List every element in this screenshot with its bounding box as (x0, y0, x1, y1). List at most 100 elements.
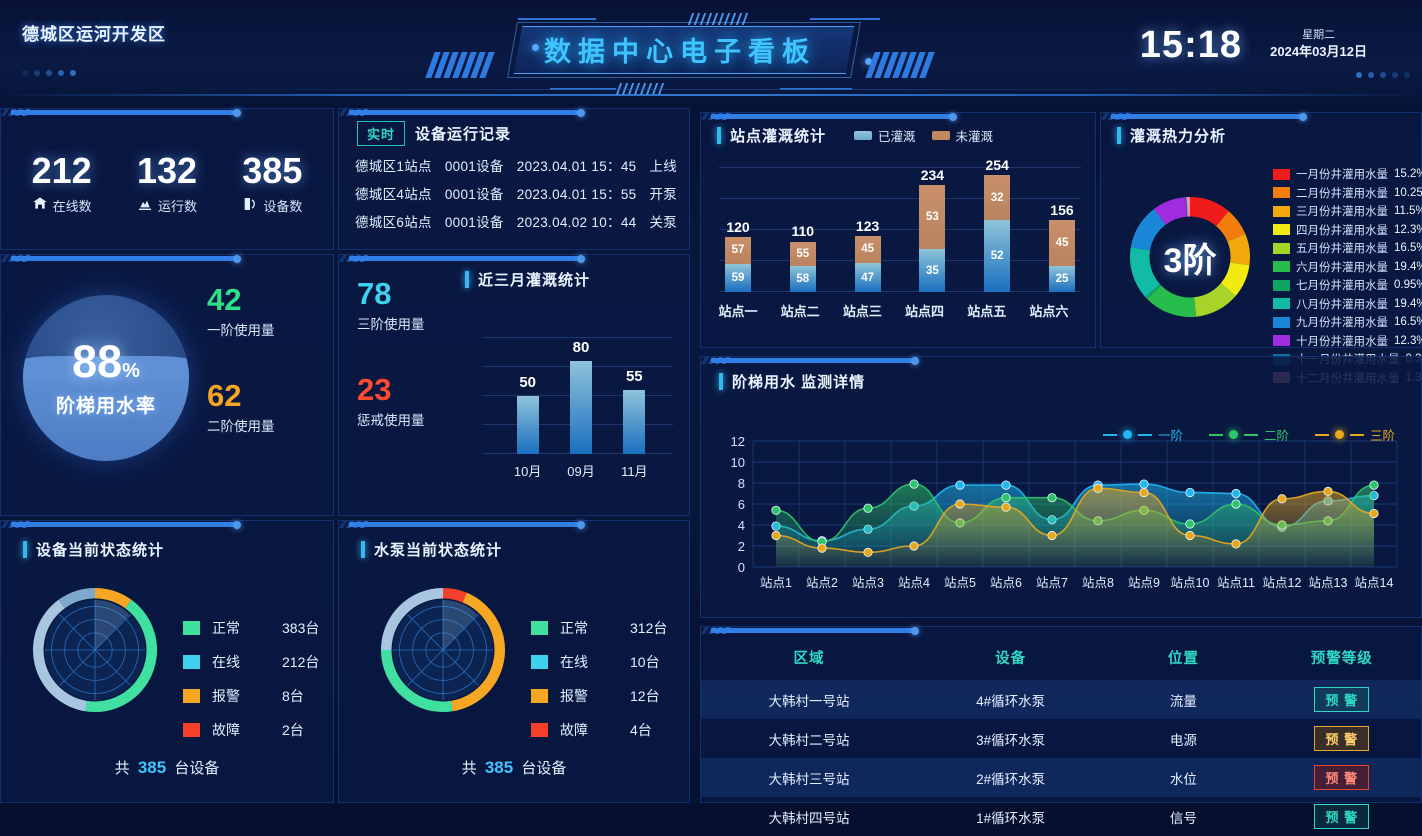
legend-swatch (183, 621, 200, 635)
data-point[interactable] (1002, 503, 1010, 511)
status-badge[interactable]: 预 警 (1314, 687, 1369, 712)
data-point[interactable] (1232, 500, 1240, 508)
bar-total-label: 234 (921, 167, 944, 183)
data-point[interactable] (1370, 481, 1378, 489)
device-status-title-text: 设备当前状态统计 (36, 539, 164, 560)
data-point[interactable] (772, 531, 780, 539)
data-point[interactable] (1094, 484, 1102, 492)
record-action: 开泵 (650, 187, 678, 202)
data-point[interactable] (956, 481, 964, 489)
data-point[interactable] (864, 548, 872, 556)
bar-group: 50 80 55 (501, 338, 661, 454)
legend-label: 四月份井灌用水量 (1296, 222, 1388, 238)
bar-segment-not-irrigated: 32 (984, 175, 1010, 219)
bar-segment-not-irrigated: 57 (725, 237, 751, 264)
data-point[interactable] (1278, 495, 1286, 503)
bar-column[interactable]: 50 (517, 396, 539, 454)
stat-device-label: 设备数 (263, 196, 302, 215)
data-point[interactable] (864, 504, 872, 512)
title-accent-bar (719, 373, 723, 390)
data-point[interactable] (1186, 488, 1194, 496)
cell-position: 流量 (1104, 680, 1262, 719)
data-point[interactable] (1232, 540, 1240, 548)
data-point[interactable] (1232, 489, 1240, 497)
legend-swatch (183, 655, 200, 669)
data-point[interactable] (772, 506, 780, 514)
data-point[interactable] (1002, 494, 1010, 502)
legend-item-not-irrigated[interactable]: 未灌溉 (932, 126, 994, 145)
status-badge[interactable]: 预 警 (1314, 726, 1369, 751)
data-point[interactable] (910, 542, 918, 550)
legend-value: 16.5% (1394, 242, 1422, 254)
data-point[interactable] (1048, 531, 1056, 539)
cell-device: 2#循环水泵 (917, 758, 1104, 797)
stat-online[interactable]: 212 在线数 (9, 151, 114, 216)
legend-value: 0.95% (1394, 279, 1422, 291)
cell-position: 水位 (1104, 758, 1262, 797)
record-row[interactable]: 德城区4站点 0001设备 2023.04.01 15：55 开泵 (355, 183, 689, 203)
data-point[interactable] (956, 500, 964, 508)
bar-column[interactable]: 55 (623, 390, 645, 454)
stat-device[interactable]: 385 设备数 (220, 151, 325, 216)
gauge-percent-symbol: % (122, 360, 140, 382)
legend-item-irrigated[interactable]: 已灌溉 (854, 126, 916, 145)
data-point[interactable] (818, 544, 826, 552)
status-badge[interactable]: 预 警 (1314, 765, 1369, 790)
title-accent-bar (23, 541, 27, 558)
data-point[interactable] (1186, 531, 1194, 539)
data-point[interactable] (1186, 520, 1194, 528)
header-weekday: 星期二 (1270, 28, 1367, 43)
data-point[interactable] (1140, 488, 1148, 496)
record-action: 上线 (650, 159, 678, 174)
record-row[interactable]: 德城区1站点 0001设备 2023.04.01 15：45 上线 (355, 155, 689, 175)
data-point[interactable] (910, 480, 918, 488)
stat-running[interactable]: 132 运行数 (114, 151, 219, 216)
data-point[interactable] (1002, 481, 1010, 489)
legend-value: 12.3% (1394, 335, 1422, 347)
legend-label: 故障 (212, 720, 260, 740)
legend-swatch (1273, 187, 1290, 198)
legend-swatch (1273, 243, 1290, 254)
bar-column[interactable]: 80 (570, 361, 592, 454)
status-badge[interactable]: 预 警 (1314, 804, 1369, 829)
data-point[interactable] (1048, 494, 1056, 502)
data-point[interactable] (1370, 509, 1378, 517)
data-point[interactable] (1140, 480, 1148, 488)
y-axis-tick: 6 (738, 497, 745, 512)
data-point[interactable] (1324, 487, 1332, 495)
record-row[interactable]: 德城区6站点 0001设备 2023.04.02 10：44 关泵 (355, 211, 689, 231)
x-axis-label: 站点六 (1023, 301, 1075, 320)
site-name: 德城区运河开发区 (22, 20, 166, 45)
